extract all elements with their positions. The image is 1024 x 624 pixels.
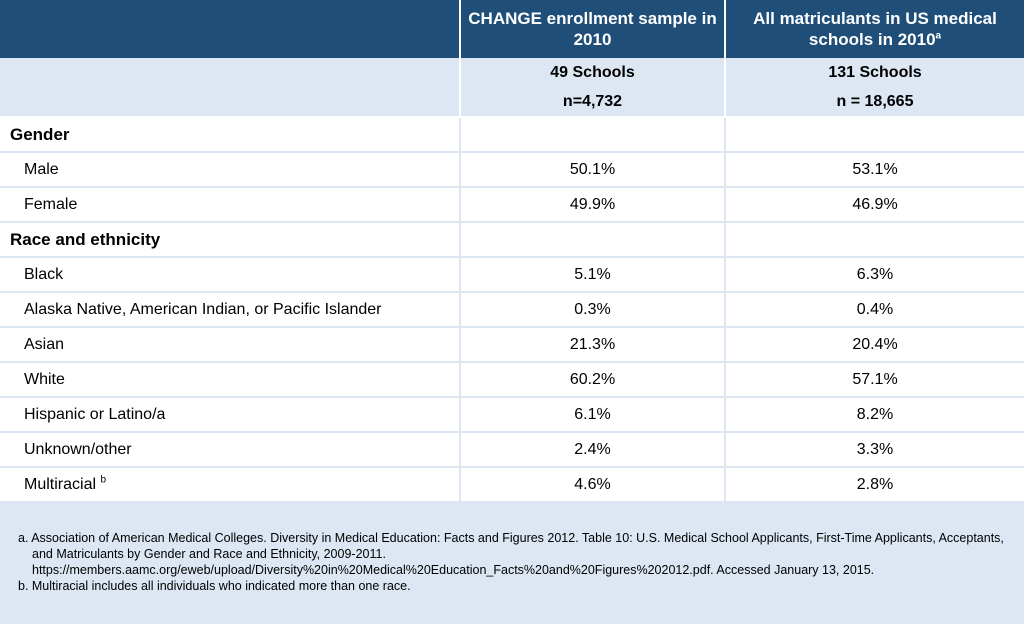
header-all-matriculants: All matriculants in US medical schools i… [725,0,1024,58]
row-value-change: 60.2% [460,362,726,398]
row-value-all: 0.4% [725,292,1024,328]
row-label: Asian [0,327,461,363]
table-row: Asian 21.3% 20.4% [0,327,1024,363]
row-value-change: 0.3% [460,292,726,328]
table-row-race-section: Race and ethnicity [0,222,1024,258]
table-row: Female 49.9% 46.9% [0,187,1024,223]
row-label: Unknown/other [0,432,461,468]
table-row: Male 50.1% 53.1% [0,152,1024,188]
header-change-sample: CHANGE enrollment sample in 2010 [460,0,726,58]
row-label-cell: Multiracial b [0,467,461,503]
row-value-change: 4.6% [460,467,726,503]
row-value-all [725,117,1024,153]
demographics-table: CHANGE enrollment sample in 2010 All mat… [0,0,1024,503]
table-row-gender-section: Gender [0,117,1024,153]
row-label: Black [0,257,461,293]
footnote-ref-b: b [100,474,107,486]
change-sample-size: n=4,732 [562,93,623,110]
footnotes: a. Association of American Medical Colle… [18,530,1014,594]
row-value-all [725,222,1024,258]
row-value-all: 53.1% [725,152,1024,188]
row-value-all: 2.8% [725,467,1024,503]
row-label: Race and ethnicity [0,222,461,258]
footnote-b: b. Multiracial includes all individuals … [18,579,411,593]
row-label: Gender [0,117,461,153]
row-value-all: 46.9% [725,187,1024,223]
row-value-all: 20.4% [725,327,1024,363]
row-value-all: 6.3% [725,257,1024,293]
header-blank-cell [0,0,461,58]
row-label: Female [0,187,461,223]
table-row: White 60.2% 57.1% [0,362,1024,398]
row-value-change: 2.4% [460,432,726,468]
footnote-ref-a: a [935,30,942,42]
subheader-all-matriculants: 131 Schools n = 18,665 [725,58,1024,118]
row-value-change: 5.1% [460,257,726,293]
table-row: Multiracial b 4.6% 2.8% [0,467,1024,503]
row-value-change: 49.9% [460,187,726,223]
row-label: Hispanic or Latino/a [0,397,461,433]
table-row: Black 5.1% 6.3% [0,257,1024,293]
row-value-change: 21.3% [460,327,726,363]
all-schools-count: 131 Schools [828,64,922,81]
row-label: Male [0,152,461,188]
row-label: White [0,362,461,398]
table-row: Unknown/other 2.4% 3.3% [0,432,1024,468]
subheader-change-sample: 49 Schools n=4,732 [460,58,726,118]
row-value-change [460,222,726,258]
table-row: Hispanic or Latino/a 6.1% 8.2% [0,397,1024,433]
row-value-change: 50.1% [460,152,726,188]
row-value-all: 3.3% [725,432,1024,468]
row-value-change [460,117,726,153]
row-value-all: 57.1% [725,362,1024,398]
all-sample-size: n = 18,665 [836,93,914,110]
row-value-all: 8.2% [725,397,1024,433]
row-label: Alaska Native, American Indian, or Pacif… [0,292,461,328]
subheader-blank-cell [0,58,461,118]
footnote-a: a. Association of American Medical Colle… [18,531,1004,577]
change-schools-count: 49 Schools [550,64,635,81]
header-row: CHANGE enrollment sample in 2010 All mat… [0,0,1024,58]
subheader-row: 49 Schools n=4,732 131 Schools n = 18,66… [0,58,1024,118]
row-value-change: 6.1% [460,397,726,433]
table-row: Alaska Native, American Indian, or Pacif… [0,292,1024,328]
row-label: Multiracial [24,475,97,493]
